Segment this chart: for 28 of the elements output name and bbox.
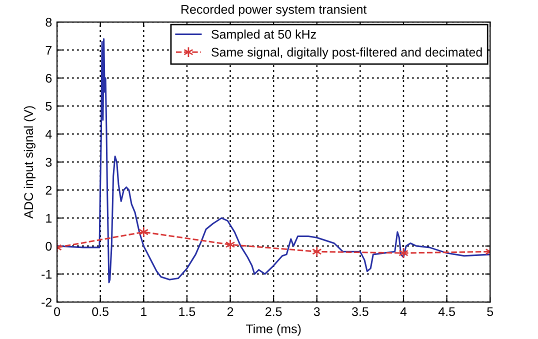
y-tick-label: 8 <box>46 18 52 27</box>
y-tick-label: 5 <box>46 102 52 111</box>
x-tick-label: 1.5 <box>179 307 196 316</box>
x-tick-label: 2 <box>227 307 234 316</box>
point <box>138 226 149 238</box>
y-tick-label: 0 <box>46 242 52 251</box>
y-tick-label: -1 <box>42 270 52 279</box>
x-tick-label: 0 <box>54 307 60 316</box>
y-tick-label: 1 <box>46 214 52 223</box>
y-tick-label: -2 <box>42 298 52 307</box>
y-tick-label: 2 <box>46 186 52 195</box>
chart-title: Recorded power system transient <box>182 4 367 16</box>
x-tick-label: 5 <box>487 307 494 316</box>
y-tick-label: 6 <box>46 74 52 83</box>
y-tick-label: 4 <box>46 130 52 139</box>
legend-label: Same signal, digitally post-filtered and decimated <box>212 47 482 60</box>
y-axis-title: ADC input signal (V) <box>24 106 36 219</box>
x-tick-label: 4.5 <box>438 307 455 316</box>
x-tick-label: 2.5 <box>266 307 282 316</box>
x-tick-label: 4 <box>400 307 407 316</box>
x-axis-title: Time (ms) <box>246 324 301 336</box>
y-tick-label: 7 <box>46 46 52 55</box>
x-tick-label: 3.5 <box>352 307 368 316</box>
x-tick-label: 0.5 <box>92 307 108 316</box>
x-tick-label: 3 <box>314 307 320 316</box>
y-tick-label: 3 <box>46 158 52 167</box>
x-tick-label: 1 <box>141 307 147 316</box>
legend-label: Sampled at 50 kHz <box>212 30 316 42</box>
